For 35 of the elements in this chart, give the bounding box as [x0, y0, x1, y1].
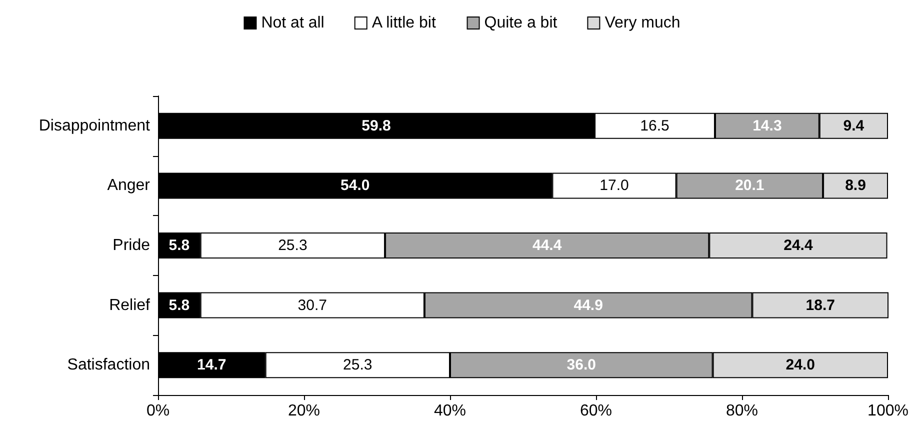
x-tick-label: 80%: [726, 402, 758, 420]
x-tick-label: 40%: [434, 402, 466, 420]
data-label: 25.3: [278, 237, 308, 254]
data-label: 17.0: [600, 177, 629, 194]
data-label: 24.0: [786, 356, 815, 374]
data-label: 9.4: [843, 117, 865, 134]
data-label: 5.8: [168, 296, 190, 314]
legend-label: Very much: [604, 14, 680, 32]
x-tick-label: 100%: [868, 402, 908, 420]
x-tick-label: 0%: [146, 402, 170, 420]
data-label: 8.9: [845, 177, 866, 194]
data-label: 18.7: [806, 296, 835, 314]
data-label: 16.5: [640, 117, 670, 134]
data-label: 44.9: [574, 296, 603, 314]
x-tick-label: 20%: [288, 402, 320, 420]
data-label: 5.8: [168, 237, 190, 254]
data-label: 44.4: [532, 237, 562, 254]
y-tick-label: Anger: [107, 177, 151, 194]
data-label: 20.1: [735, 177, 764, 194]
y-tick-label: Disappointment: [38, 117, 151, 134]
data-label: 30.7: [298, 296, 327, 314]
data-label: 59.8: [362, 117, 391, 134]
data-label: 24.4: [784, 237, 814, 254]
data-label: 14.7: [197, 356, 226, 374]
y-tick-label: Pride: [112, 237, 150, 254]
y-tick-label: Relief: [109, 296, 151, 314]
legend-label: Quite a bit: [484, 14, 558, 32]
data-label: 54.0: [340, 177, 370, 194]
data-label: 14.3: [752, 117, 782, 134]
data-label: 36.0: [566, 356, 596, 374]
x-tick-label: 60%: [580, 402, 612, 420]
legend-label: A little bit: [372, 14, 436, 32]
legend-label: Not at all: [261, 14, 324, 32]
data-label: 25.3: [343, 356, 372, 374]
y-tick-label: Satisfaction: [67, 356, 150, 374]
